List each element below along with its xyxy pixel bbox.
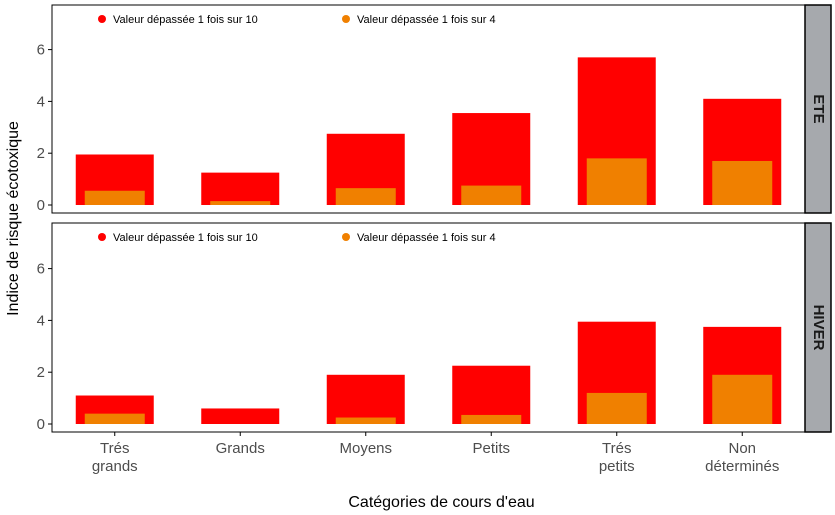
y-tick-label: 0 [37,416,45,433]
y-tick-label: 6 [37,42,45,59]
x-tick-label: Moyens [339,440,392,457]
strip-background [804,4,832,214]
bar-q75-ete-5 [712,160,773,205]
y-tick-label: 0 [37,197,45,214]
y-tick-label: 2 [37,364,45,381]
bar-q75-ete-0 [84,190,145,205]
x-tick-label: grands [92,458,138,475]
bar-q75-ete-2 [335,188,396,205]
panel-ete: 0 2 4 6 Valeur dépassée 1 fois sur 10 Valeur … [37,4,832,214]
strip-background [804,222,832,433]
bar-q90-ete-1 [201,172,280,205]
y-tick-label: 4 [37,312,45,329]
y-tick-label: 6 [37,261,45,278]
bar-q75-hiver-0 [84,413,145,424]
y-tick-label: 2 [37,145,45,162]
x-tick-label: Trés [100,440,129,457]
bar-q90-hiver-1 [201,408,280,424]
bar-q90-hiver-2 [326,374,405,424]
bar-q75-ete-4 [586,158,647,205]
x-tick-label: Petits [472,440,510,457]
bar-q75-ete-1 [210,201,271,205]
legend-marker [98,233,106,241]
legend-marker [342,233,350,241]
x-axis-title: Catégories de cours d'eau [348,494,534,511]
legend-marker [98,15,106,23]
strip-label: HIVER [810,305,827,351]
x-tick-label: déterminés [705,458,779,475]
bar-q90-hiver-3 [452,365,531,424]
legend-label: Valeur dépassée 1 fois sur 10 [113,232,258,244]
bar-q75-ete-3 [461,185,522,205]
panel-hiver: 0 2 4 6 Valeur dépassée 1 fois sur 10 Valeur … [37,222,832,433]
bar-q75-hiver-3 [461,414,522,424]
y-tick-label: 4 [37,93,45,110]
x-tick-label: petits [599,458,635,475]
x-tick-label: Non [728,440,756,457]
x-tick-label: Grands [216,440,265,457]
strip-label: ETE [810,94,827,123]
bar-q75-hiver-5 [712,374,773,424]
bar-q75-hiver-2 [335,417,396,424]
panel-frame [51,4,806,214]
legend-label: Valeur dépassée 1 fois sur 4 [357,232,496,244]
legend-marker [342,15,350,23]
y-axis-title: Indice de risque écotoxique [5,121,22,316]
panel-frame [51,222,806,433]
bar-q75-hiver-4 [586,392,647,424]
legend-label: Valeur dépassée 1 fois sur 10 [113,14,258,26]
x-tick-label: Trés [602,440,631,457]
legend-label: Valeur dépassée 1 fois sur 4 [357,14,496,26]
